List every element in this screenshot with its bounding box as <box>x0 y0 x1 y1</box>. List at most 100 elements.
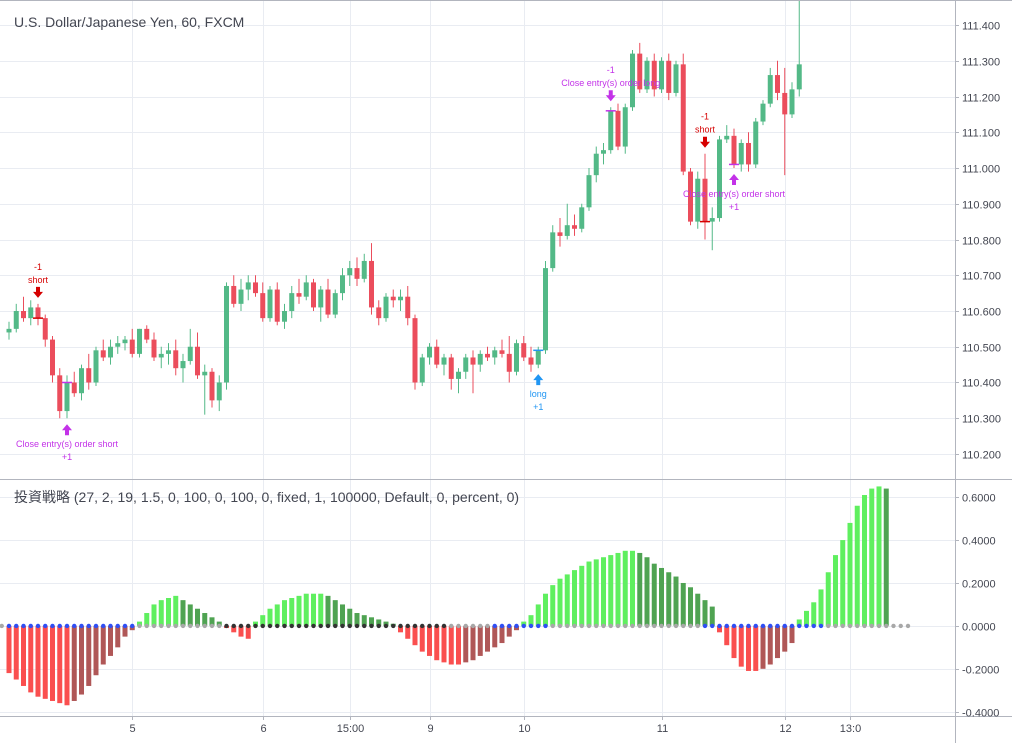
candle <box>383 293 389 322</box>
candle-body <box>412 318 418 383</box>
zero-line-dot <box>891 623 896 629</box>
histogram-bar <box>825 572 831 626</box>
candle <box>775 60 780 101</box>
candle-body <box>376 307 382 319</box>
trade-label: Close entry(s) order short <box>683 189 786 199</box>
histogram-bar <box>528 615 534 626</box>
trade-marker-sell: -1 short <box>695 112 716 223</box>
candle <box>267 285 273 322</box>
price-tick-label: 110.200 <box>962 450 1001 462</box>
candle <box>767 67 773 108</box>
candle <box>398 289 403 311</box>
zero-line-dot <box>238 623 244 629</box>
candle <box>35 303 41 326</box>
histogram-bar <box>376 619 382 626</box>
candle-body <box>187 346 193 362</box>
candle-body <box>753 121 759 165</box>
zero-line-dot <box>586 623 592 629</box>
zero-line-dot <box>412 623 418 629</box>
zero-line-dot <box>717 623 722 629</box>
zero-line-dot <box>782 623 787 629</box>
zero-line-dot <box>369 623 374 629</box>
candle-body <box>224 285 229 383</box>
price-axis[interactable]: 111.400 111.300 111.200 111.100 111.000 110.9… <box>955 21 1001 462</box>
candle-body <box>180 361 186 369</box>
zero-line-dot <box>536 623 541 629</box>
candle-body <box>332 293 338 315</box>
zero-line-dot <box>557 623 563 629</box>
candle <box>318 285 324 322</box>
candle-body <box>267 289 273 319</box>
zero-line-dot <box>731 623 737 629</box>
zero-line-dot <box>130 623 135 629</box>
candle <box>427 343 432 365</box>
zero-line-dot <box>347 623 352 629</box>
candle <box>543 260 548 354</box>
candle-body <box>253 282 258 294</box>
histogram-bar <box>64 625 70 706</box>
zero-line-dot <box>115 623 120 629</box>
histogram-bar <box>57 625 63 704</box>
candle <box>448 353 454 390</box>
candle-body <box>680 64 686 172</box>
histogram-bar <box>108 625 113 656</box>
zero-line-dot <box>159 623 164 629</box>
candle-body <box>209 371 215 401</box>
zero-line-dot <box>449 623 454 629</box>
candle-body <box>659 60 664 90</box>
candle-body <box>564 225 570 236</box>
histogram-bar <box>883 488 889 626</box>
price-tick-label: 110.600 <box>962 307 1001 319</box>
candle <box>528 346 534 372</box>
candle <box>311 278 316 311</box>
histogram-bar <box>412 625 418 646</box>
zero-line-dot <box>209 623 215 629</box>
indicator-axis[interactable]: 0.6000 0.4000 0.2000 0.0000 -0.2000 -0.4000 <box>955 493 999 720</box>
candle-body <box>709 218 715 222</box>
histogram-bar <box>753 625 759 671</box>
indicator-tick-label: 0.0000 <box>962 622 996 634</box>
zero-line-dot <box>673 623 679 629</box>
histogram-bar <box>840 540 846 626</box>
zero-line-dot <box>28 623 33 629</box>
candle <box>245 275 251 301</box>
histogram-bar <box>833 555 838 626</box>
zero-line-dot <box>441 623 447 629</box>
time-axis[interactable]: 5 6 15:00 9 10 11 12 13:0 <box>129 716 861 735</box>
candle-body <box>28 307 34 319</box>
trade-label: -1 <box>607 65 615 75</box>
histogram-bar <box>702 600 708 626</box>
candle-body <box>282 310 287 322</box>
candle <box>202 364 208 415</box>
candle-body <box>238 289 244 304</box>
histogram-bar <box>332 600 338 626</box>
histogram-bar <box>71 625 77 701</box>
zero-line-dot <box>543 623 548 629</box>
zero-line-dot <box>695 623 700 629</box>
histogram-bar <box>260 615 266 626</box>
candle <box>13 303 19 333</box>
trade-label: Close entry(s) order short <box>16 439 119 449</box>
zero-line-dot <box>463 623 468 629</box>
candle-body <box>637 53 643 90</box>
candle-body <box>477 353 483 365</box>
histogram-bar <box>789 625 795 644</box>
zero-line-dot <box>550 623 555 629</box>
indicator-tick-label: 0.6000 <box>962 493 996 505</box>
candle <box>347 260 353 286</box>
candle <box>108 339 113 365</box>
candle-body <box>303 282 309 297</box>
histogram-bar <box>506 625 512 637</box>
candle-body <box>782 92 788 115</box>
candle <box>282 303 287 329</box>
price-tick-label: 110.800 <box>962 236 1001 248</box>
candle-body <box>86 368 92 383</box>
zero-line-dot <box>376 623 381 629</box>
zero-line-dot <box>86 623 91 629</box>
candle <box>6 321 12 340</box>
candle <box>354 257 360 286</box>
zero-line-dot <box>6 623 12 629</box>
